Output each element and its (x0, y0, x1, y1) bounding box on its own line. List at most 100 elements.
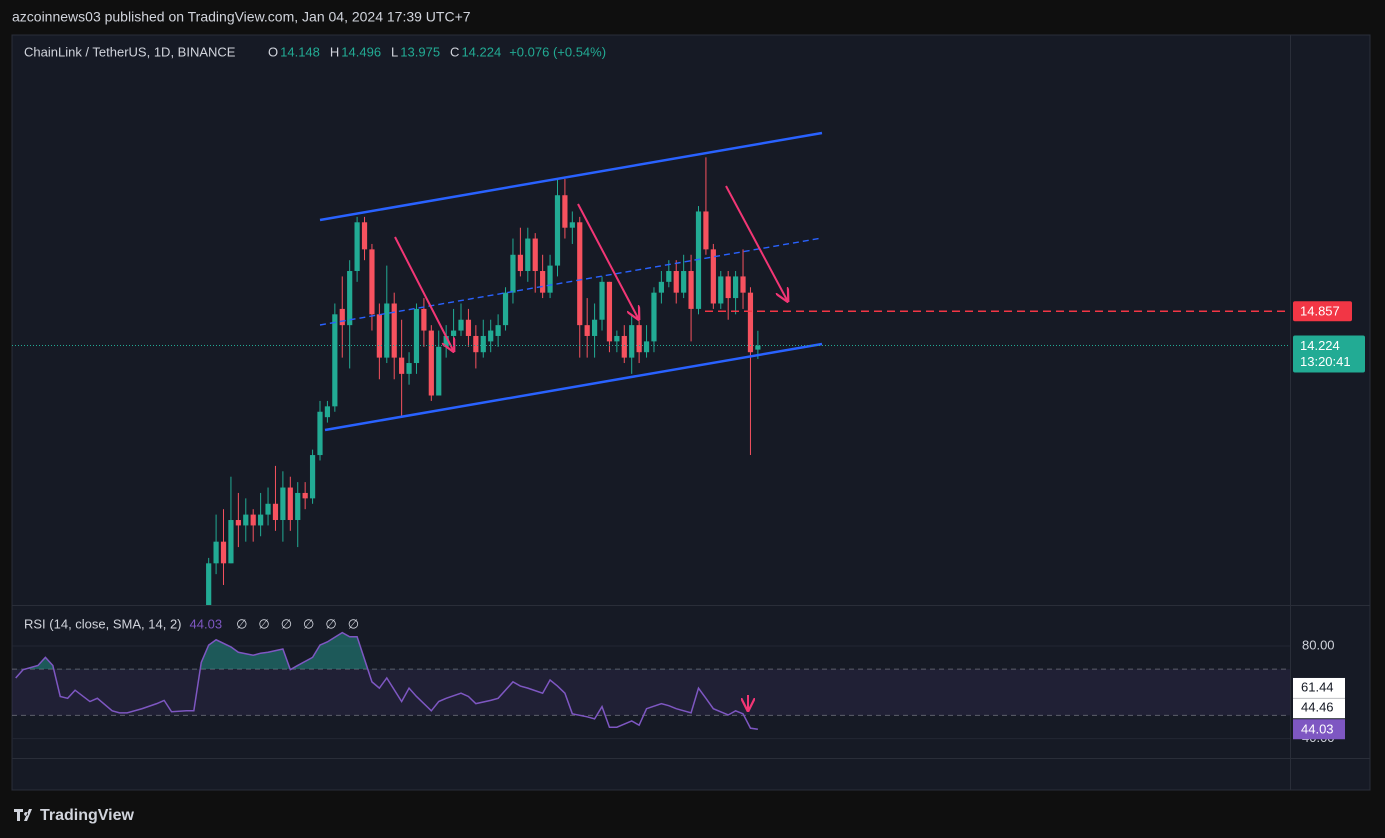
candle-body (465, 319, 472, 336)
candle-body (643, 341, 650, 353)
candle-body (428, 330, 434, 396)
rsi-mark: ∅ (325, 616, 336, 631)
ohlc-value: 14.224 (461, 44, 501, 59)
ohlc-letter: H (330, 44, 339, 59)
candle-body (265, 503, 271, 515)
ohlc-letter: O (268, 44, 278, 59)
candle-body (228, 520, 234, 564)
countdown: 13:20:41 (1300, 354, 1351, 369)
logo (14, 809, 32, 821)
candle-body (502, 292, 509, 326)
candle-body (220, 541, 227, 564)
candle-body (339, 308, 345, 326)
candle-body (547, 265, 553, 293)
candle-body (532, 238, 538, 272)
candle-body (540, 271, 546, 293)
candle-body (666, 271, 672, 282)
candle-body (621, 335, 627, 358)
candle-body (614, 335, 620, 342)
candle-body (695, 211, 702, 309)
candle-body (740, 276, 746, 293)
last-price-tag (1293, 335, 1365, 373)
candle-body (324, 406, 331, 418)
rsi-mark: ∅ (348, 616, 359, 631)
candle-body (376, 314, 382, 358)
candle-body (458, 319, 464, 331)
candle-body (235, 520, 241, 526)
ohlc-letter: C (450, 44, 459, 59)
candle-body (413, 308, 420, 364)
candle-body (354, 222, 360, 272)
candle-body (384, 303, 390, 358)
ohlc-value: 13.975 (400, 44, 440, 59)
candle-body (710, 249, 716, 304)
candle-body (406, 363, 412, 374)
candle-body (636, 325, 642, 353)
legend: ChainLink / TetherUS, 1D, BINANCE O 14.14… (24, 44, 606, 631)
candle-body (755, 345, 761, 350)
candle-body (651, 292, 657, 342)
candle-body (584, 325, 590, 336)
candle-body (309, 455, 316, 499)
candle-body (525, 238, 531, 272)
candle-body (577, 222, 583, 326)
published: azcoinnews03 published on TradingView.co… (12, 9, 471, 25)
arrow (725, 185, 787, 300)
rsi-tag (1293, 677, 1345, 698)
rsi-tag-label: 44.46 (1301, 700, 1334, 715)
candle-body (488, 330, 494, 342)
candle-body (272, 503, 279, 521)
candle-body (658, 281, 664, 293)
rsi-mark: ∅ (281, 616, 292, 631)
candle-body (332, 314, 338, 407)
price-line-label: 14.857 (1300, 304, 1340, 319)
candle-body (302, 492, 308, 499)
candle-body (725, 276, 731, 299)
brand: TradingView (40, 807, 135, 824)
candle-body (591, 319, 598, 336)
rsi-line (15, 631, 758, 730)
candle-body (391, 303, 397, 358)
arrow (394, 236, 453, 350)
candle-body (681, 271, 687, 293)
candle-body (436, 346, 442, 396)
candle-body (317, 411, 323, 456)
candles (206, 157, 761, 605)
candle-body (718, 276, 724, 304)
rsi-value: 44.03 (190, 616, 223, 631)
rsi-pane: 80.0040.00 (12, 631, 1335, 745)
candle-body (347, 271, 353, 326)
candle-body (554, 195, 561, 266)
ohlc-letter: L (391, 44, 398, 59)
candle-body (287, 487, 293, 521)
price-line-tag (1293, 301, 1352, 322)
rsi-last-label: 44.03 (1301, 722, 1334, 737)
channel-upper (319, 131, 823, 222)
rsi-band-fill (12, 669, 1290, 716)
rsi-last-tag (1293, 719, 1345, 740)
channel-lower (324, 342, 823, 432)
candle-body (517, 254, 523, 272)
candle-body (361, 222, 368, 250)
rsi-tick-label: 80.00 (1302, 637, 1335, 652)
candle-body (733, 276, 739, 299)
change: +0.076 (+0.54%) (509, 44, 606, 59)
candle-body (562, 195, 568, 228)
candle-body (243, 514, 249, 526)
rsi-tag-label: 61.44 (1301, 679, 1334, 694)
ohlc-value: 14.148 (280, 44, 320, 59)
candle-body (369, 249, 375, 315)
candle-body (480, 335, 486, 353)
rsi-tag (1293, 698, 1345, 719)
candle-body (295, 492, 301, 521)
candle-body (747, 292, 754, 353)
candle-body (703, 211, 709, 250)
candle-body (450, 330, 457, 336)
rsi-mark: ∅ (258, 616, 269, 631)
candle-body (421, 308, 427, 331)
candle-body (258, 514, 264, 526)
footer: TradingView (14, 807, 135, 824)
